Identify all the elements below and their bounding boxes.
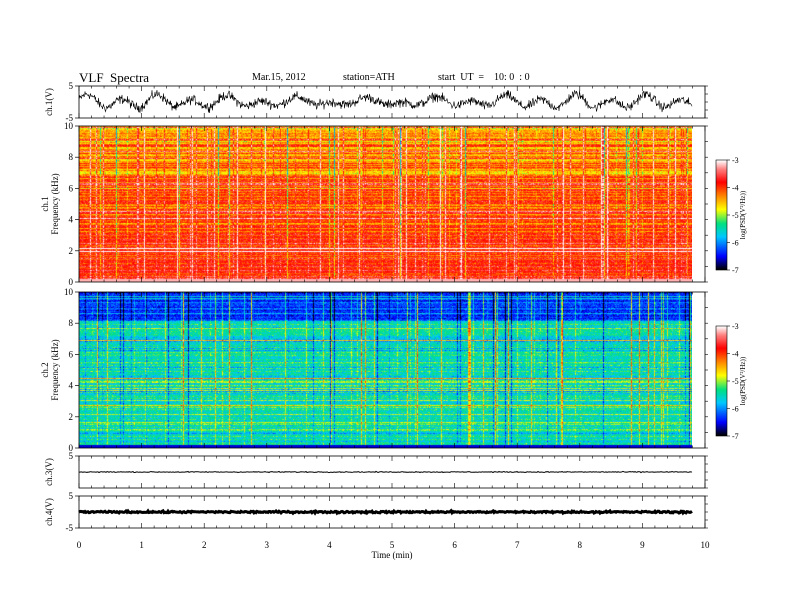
frequency-axis-label: Frequency (kHz): [50, 173, 60, 234]
y-tick-label: 10: [64, 121, 74, 131]
colorbar-tick-label: -3: [732, 322, 739, 331]
ch3v-axis-label: ch.3(V): [44, 458, 54, 486]
colorbar-tick-label: -4: [732, 350, 739, 359]
colorbar-tick-label: -7: [732, 266, 739, 275]
colorbar-tick-label: -3: [732, 156, 739, 165]
y-tick-label: 2: [69, 412, 74, 422]
x-tick-label: 5: [390, 540, 395, 550]
colorbar-tick-label: -5: [732, 377, 739, 386]
y-tick-label: 6: [69, 183, 74, 193]
y-tick-label: 4: [69, 215, 74, 225]
x-tick-label: 3: [265, 540, 270, 550]
y-tick-label: 6: [69, 349, 74, 359]
spectrogram-ch2-image: [79, 292, 692, 448]
y-tick-label: 10: [64, 287, 74, 297]
channel-label-ch2: ch.2: [40, 362, 50, 377]
station-label: station=ATH: [343, 72, 395, 83]
colorbar-tick-label: -6: [732, 405, 739, 414]
ch1v-trace: [78, 89, 693, 114]
colorbar-2-gradient: [716, 326, 727, 436]
x-tick-label: 4: [327, 540, 332, 550]
colorbar-tick-label: -6: [732, 239, 739, 248]
y-tick-label: 2: [69, 246, 74, 256]
x-tick-label: 1: [139, 540, 144, 550]
colorbar-tick-label: -7: [732, 432, 739, 441]
ch1v-axis-label: ch.1(V): [44, 88, 54, 116]
y-tick-label: 5: [69, 491, 74, 501]
x-tick-label: 8: [578, 540, 583, 550]
ch4v-axis-label: ch.4(V): [44, 498, 54, 526]
y-tick-label: 8: [69, 152, 74, 162]
y-tick-label: 0: [69, 443, 74, 453]
figure-title: VLF Spectra: [79, 70, 150, 85]
y-tick-label: 5: [69, 81, 74, 91]
x-tick-label: 6: [452, 540, 457, 550]
y-tick-label: 0: [69, 277, 74, 287]
channel-label-ch1: ch.1: [40, 196, 50, 211]
x-tick-label: 10: [701, 540, 711, 550]
x-tick-label: 0: [77, 540, 82, 550]
x-tick-label: 2: [202, 540, 207, 550]
frequency-axis-label: Frequency (kHz): [50, 339, 60, 400]
x-axis-label: Time (min): [372, 550, 413, 560]
y-tick-label: 4: [69, 381, 74, 391]
date-label: Mar.15, 2012: [252, 72, 306, 83]
spectrogram-ch1-image: [79, 126, 692, 282]
y-tick-label: 8: [69, 318, 74, 328]
y-tick-label: 5: [69, 451, 74, 461]
ch4v-trace: [78, 508, 693, 516]
colorbar-tick-label: -4: [732, 184, 739, 193]
colorbar-1-gradient: [716, 160, 727, 270]
ch3v-trace: [79, 470, 693, 474]
x-tick-label: 7: [515, 540, 520, 550]
x-tick-label: 9: [640, 540, 645, 550]
start-time-label: start UT = 10: 0 : 0: [438, 72, 530, 83]
colorbar-label: log(PSD(V²/Hz)): [739, 356, 747, 405]
y-tick-label: -5: [66, 113, 74, 123]
y-tick-label: -5: [66, 523, 74, 533]
colorbar-tick-label: -5: [732, 211, 739, 220]
colorbar-label: log(PSD(V²/Hz)): [739, 190, 747, 239]
